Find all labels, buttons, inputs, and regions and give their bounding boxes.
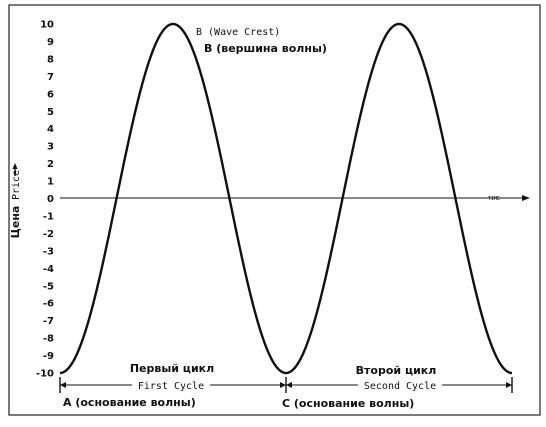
cycle1-label-en-bg [132,379,210,391]
y-tick-label: -2 [43,229,54,240]
cycle-span-markers [59,377,513,393]
crest-label-en: B (Wave Crest) [196,27,280,38]
y-tick-label: -3 [43,246,54,257]
cycle2-arrow-left [286,382,292,388]
y-tick-label: 4 [47,124,54,135]
figure-frame [8,4,541,416]
y-tick-label: -7 [43,316,54,327]
crest-label-ru: B (вершина волны) [204,42,327,55]
base-a-label: A (основание волны) [63,396,196,409]
cycle1-label-en: First Cycle [138,381,204,392]
price-wave-line [59,22,513,375]
y-axis-label-en: Price [11,170,22,200]
y-tick-label: 9 [47,37,54,48]
y-axis-label-ru: Цена [9,206,22,239]
cycle2-label-en: Second Cycle [364,381,436,392]
y-tick-label: -10 [36,369,54,380]
y-tick-label: 2 [47,159,54,170]
cycle2-label-en-bg [358,379,442,391]
time-axis-label: TIME [488,196,500,202]
y-tick-label: 1 [47,177,54,188]
time-axis-arrowhead [522,195,530,201]
y-tick-label: 0 [47,194,54,205]
y-tick-label: -1 [43,211,54,222]
cycle2-arrow-right [506,382,512,388]
y-tick-label: -4 [43,264,54,275]
base-c-label: C (основание волны) [282,397,414,410]
y-tick-label: 3 [47,142,54,153]
cycle2-label-ru: Второй цикл [356,364,437,377]
y-tick-label: 10 [40,20,54,31]
cycle1-arrow-right [280,382,286,388]
y-tick-label: 6 [47,89,54,100]
cycle1-label-ru: Первый цикл [130,362,214,375]
y-tick-label: -5 [43,281,54,292]
y-tick-label: -6 [43,299,54,310]
y-tick-label: -8 [43,334,54,345]
y-axis-label-arrowhead [12,163,18,169]
y-tick-label: 7 [47,72,54,83]
y-tick-label: 8 [47,54,54,65]
y-tick-label: 5 [47,107,54,118]
cycle1-arrow-left [60,382,66,388]
y-tick-label: -9 [43,351,54,362]
